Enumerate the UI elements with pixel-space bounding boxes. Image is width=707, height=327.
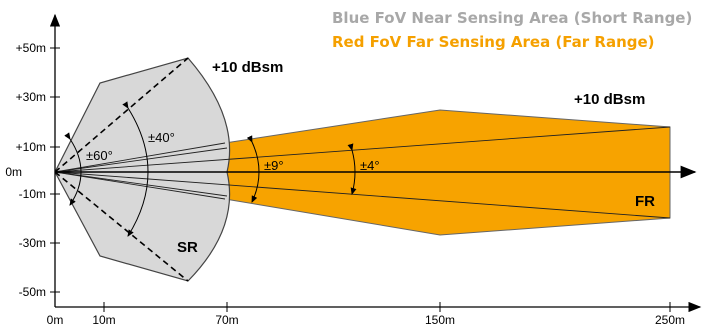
x-tick-label: 0m [47,313,64,327]
sr-dashed-lower-line [54,171,189,282]
x-tick-label: 70m [215,313,238,327]
y-ticks [50,47,60,293]
angle-4-label: ±4° [360,158,380,173]
y-tick-label: +50m [16,41,46,55]
x-tick-label: 10m [92,313,115,327]
x-ticks [103,302,671,312]
angle-9-label: ±9° [264,158,284,173]
fr-wide-upper-line [54,142,226,173]
short-range-legend-title: Blue FoV Near Sensing Area (Short Range) [332,9,693,27]
fr-beam-lower-line [54,171,671,219]
sr-gain-label: +10 dBsm [212,59,283,76]
y-tick-label: -10m [19,187,46,201]
y-tick-label: -50m [19,285,46,299]
sr-40-lower-line [54,171,228,197]
fr-gain-label: +10 dBsm [574,91,645,108]
x-tick-label: 150m [425,313,455,327]
fr-beam-upper-line [54,126,671,173]
y-tick-label: +30m [16,90,46,104]
angle-60-label: ±60° [86,148,113,163]
angle-40-label: ±40° [148,130,175,145]
sr-dashed-upper-line [54,57,189,173]
far-range-legend-title: Red FoV Far Sensing Area (Far Range) [332,33,655,51]
y-tick-label: -30m [19,236,46,250]
y-tick-label: 0m [5,165,22,179]
y-tick-label: +10m [16,140,46,154]
fr-label: FR [635,193,655,210]
fr-wide-lower-line [54,171,226,200]
x-tick-label: 250m [655,313,685,327]
sr-40-upper-line [54,147,228,173]
sr-label: SR [177,239,198,256]
